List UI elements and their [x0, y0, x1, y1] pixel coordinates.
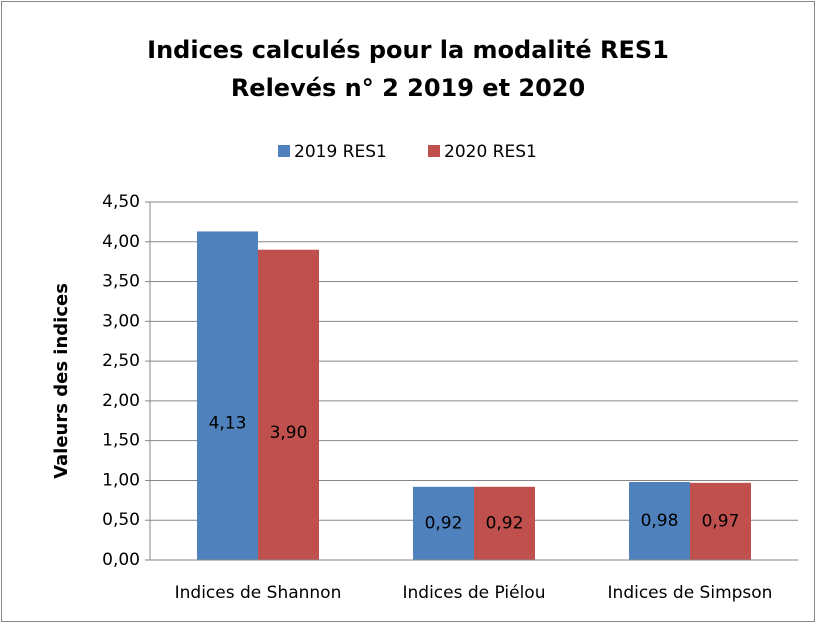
legend-swatch [278, 145, 290, 157]
legend-label: 2019 RES1 [294, 142, 387, 162]
bar [629, 482, 690, 560]
data-label: 0,92 [425, 513, 463, 533]
y-tick-label: 4,50 [102, 192, 140, 212]
x-tick-label: Indices de Piélou [403, 583, 546, 603]
y-tick-label: 2,50 [102, 351, 140, 371]
legend-label: 2020 RES1 [444, 142, 537, 162]
y-tick-label: 3,00 [102, 311, 140, 331]
bar [258, 249, 319, 560]
legend-swatch [428, 145, 440, 157]
bar [413, 486, 474, 560]
bar [474, 486, 535, 560]
data-label: 3,90 [270, 423, 308, 443]
y-tick-label: 3,50 [102, 272, 140, 292]
data-label: 0,98 [641, 511, 679, 531]
chart-title: Relevés n° 2 2019 et 2020 [231, 74, 585, 102]
data-label: 4,13 [209, 414, 247, 434]
x-tick-label: Indices de Shannon [175, 583, 342, 603]
bar [197, 231, 258, 561]
chart-title: Indices calculés pour la modalité RES1 [147, 36, 669, 64]
y-tick-label: 2,00 [102, 391, 140, 411]
y-tick-label: 0,00 [102, 550, 140, 570]
y-tick-label: 4,00 [102, 232, 140, 252]
y-tick-label: 0,50 [102, 510, 140, 530]
y-tick-label: 1,00 [102, 470, 140, 490]
x-tick-label: Indices de Simpson [608, 583, 773, 603]
y-tick-label: 1,50 [102, 431, 140, 451]
data-label: 0,92 [486, 513, 524, 533]
y-axis-label: Valeurs des indices [51, 283, 72, 479]
data-label: 0,97 [702, 511, 740, 531]
bar [690, 482, 751, 560]
